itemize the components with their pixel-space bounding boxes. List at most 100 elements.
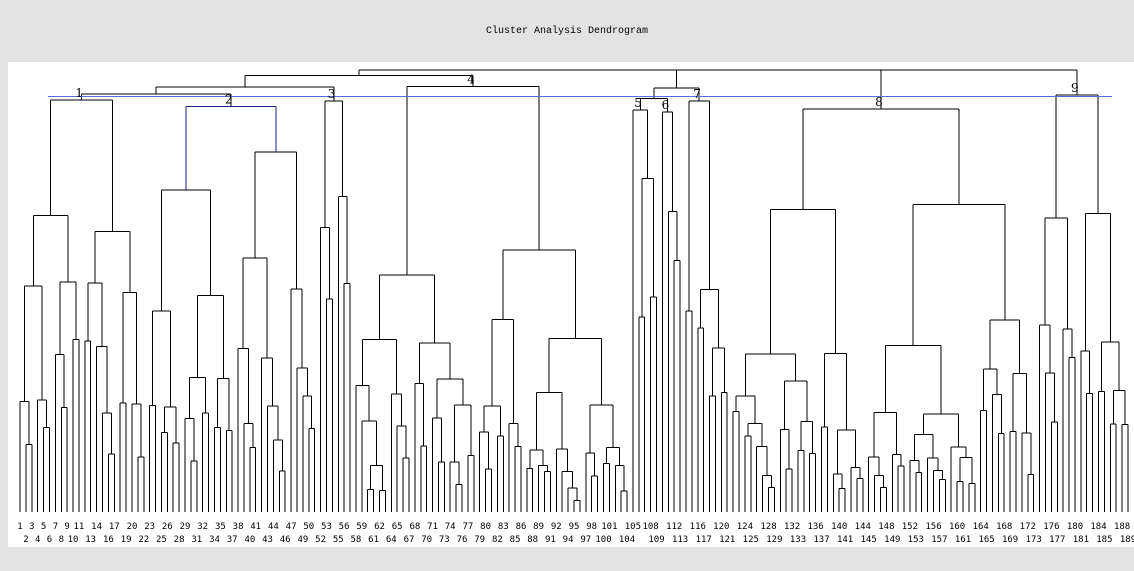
leaf-label: 53 <box>321 522 332 532</box>
leaf-label: 137 <box>813 535 829 545</box>
leaf-label: 125 <box>743 535 759 545</box>
leaf-label: 40 <box>244 535 255 545</box>
leaf-labels: 1 3 5 7 9 11 14 17 20 23 26 29 32 35 38 41 44 47 50 53 56 59 6… <box>8 519 1134 547</box>
leaf-label: 38 <box>233 522 244 532</box>
leaf-label: 129 <box>766 535 782 545</box>
leaf-label: 50 <box>303 522 314 532</box>
leaf-label: 128 <box>760 522 776 532</box>
dendrogram-plot: 1 2 3 4 5 6 7 8 9 <box>19 69 1129 512</box>
leaf-label: 136 <box>807 522 823 532</box>
leaf-label: 71 <box>427 522 438 532</box>
leaf-label: 59 <box>356 522 367 532</box>
leaf-label: 2 <box>23 535 28 545</box>
leaf-label: 44 <box>268 522 279 532</box>
leaf-label: 94 <box>563 535 574 545</box>
leaf-label: 168 <box>996 522 1012 532</box>
leaf-label: 153 <box>908 535 924 545</box>
leaf-marker-strip <box>8 512 1134 527</box>
leaf-label: 156 <box>925 522 941 532</box>
leaf-label: 149 <box>884 535 900 545</box>
leaf-label: 124 <box>737 522 753 532</box>
leaf-label: 55 <box>333 535 344 545</box>
leaf-label: 121 <box>719 535 735 545</box>
leaf-label: 152 <box>902 522 918 532</box>
leaf-label: 13 <box>85 535 96 545</box>
leaf-label: 35 <box>215 522 226 532</box>
leaf-labels-svg: 1 3 5 7 9 11 14 17 20 23 26 29 32 35 38 41 44 47 50 53 56 59 6… <box>17 522 1134 545</box>
leaf-label: 82 <box>492 535 503 545</box>
chart-title: Cluster Analysis Dendrogram <box>485 26 649 37</box>
leaf-label: 17 <box>109 522 120 532</box>
leaf-label: 23 <box>144 522 155 532</box>
leaf-label: 120 <box>713 522 729 532</box>
leaf-label: 172 <box>1020 522 1036 532</box>
leaf-label: 1 <box>17 522 22 532</box>
leaf-label: 52 <box>315 535 326 545</box>
leaf-label: 91 <box>545 535 556 545</box>
plot-area: 1 2 3 4 5 6 7 8 9 <box>8 62 1134 522</box>
leaf-label: 32 <box>197 522 208 532</box>
leaf-label: 113 <box>672 535 688 545</box>
leaf-label: 31 <box>191 535 202 545</box>
leaf-label: 28 <box>174 535 185 545</box>
leaf-label: 177 <box>1049 535 1065 545</box>
cluster-label: 1 <box>75 86 83 100</box>
leaf-label: 176 <box>1043 522 1059 532</box>
leaf-label: 185 <box>1096 535 1112 545</box>
leaf-label: 16 <box>103 535 114 545</box>
leaf-label: 61 <box>368 535 379 545</box>
cluster-label: 8 <box>875 95 883 109</box>
leaf-label: 145 <box>861 535 877 545</box>
leaf-label: 161 <box>955 535 971 545</box>
leaf-label: 4 <box>35 535 40 545</box>
leaf-label: 144 <box>855 522 871 532</box>
leaf-label: 92 <box>551 522 562 532</box>
leaf-label: 70 <box>421 535 432 545</box>
cluster-label: 6 <box>662 98 670 112</box>
leaf-label: 5 <box>41 522 46 532</box>
leaf-label: 37 <box>227 535 238 545</box>
leaf-label: 76 <box>457 535 468 545</box>
leaf-label: 6 <box>47 535 52 545</box>
leaf-label: 97 <box>580 535 591 545</box>
leaf-label: 117 <box>696 535 712 545</box>
leaf-label: 157 <box>931 535 947 545</box>
leaf-label: 74 <box>445 522 456 532</box>
leaf-label: 180 <box>1067 522 1083 532</box>
leaf-label: 83 <box>498 522 509 532</box>
leaf-label: 8 <box>59 535 64 545</box>
leaf-label: 43 <box>262 535 273 545</box>
cluster-label: 3 <box>328 87 336 101</box>
cluster-label: 2 <box>225 93 233 107</box>
leaf-label: 88 <box>527 535 538 545</box>
leaf-label: 14 <box>91 522 102 532</box>
leaf-label: 22 <box>138 535 149 545</box>
leaf-label: 164 <box>973 522 989 532</box>
leaf-label: 62 <box>374 522 385 532</box>
cluster-label: 7 <box>693 87 701 101</box>
leaf-label: 108 <box>642 522 658 532</box>
leaf-label: 189 <box>1120 535 1134 545</box>
leaf-label: 46 <box>280 535 291 545</box>
leaf-label: 133 <box>790 535 806 545</box>
leaf-label: 109 <box>648 535 664 545</box>
leaf-label: 101 <box>601 522 617 532</box>
leaf-label: 86 <box>516 522 527 532</box>
leaf-label: 7 <box>53 522 58 532</box>
leaf-label: 56 <box>339 522 350 532</box>
leaf-label: 148 <box>878 522 894 532</box>
cluster-label: 5 <box>634 96 642 110</box>
leaf-label: 141 <box>837 535 853 545</box>
leaf-label: 3 <box>29 522 34 532</box>
leaf-label: 68 <box>409 522 420 532</box>
leaf-label: 49 <box>297 535 308 545</box>
leaf-label: 65 <box>392 522 403 532</box>
leaf-label: 85 <box>510 535 521 545</box>
leaf-label: 105 <box>625 522 641 532</box>
leaf-label: 11 <box>73 522 84 532</box>
leaf-label: 73 <box>439 535 450 545</box>
leaf-label: 77 <box>462 522 473 532</box>
leaf-label: 160 <box>949 522 965 532</box>
leaf-label: 47 <box>286 522 297 532</box>
